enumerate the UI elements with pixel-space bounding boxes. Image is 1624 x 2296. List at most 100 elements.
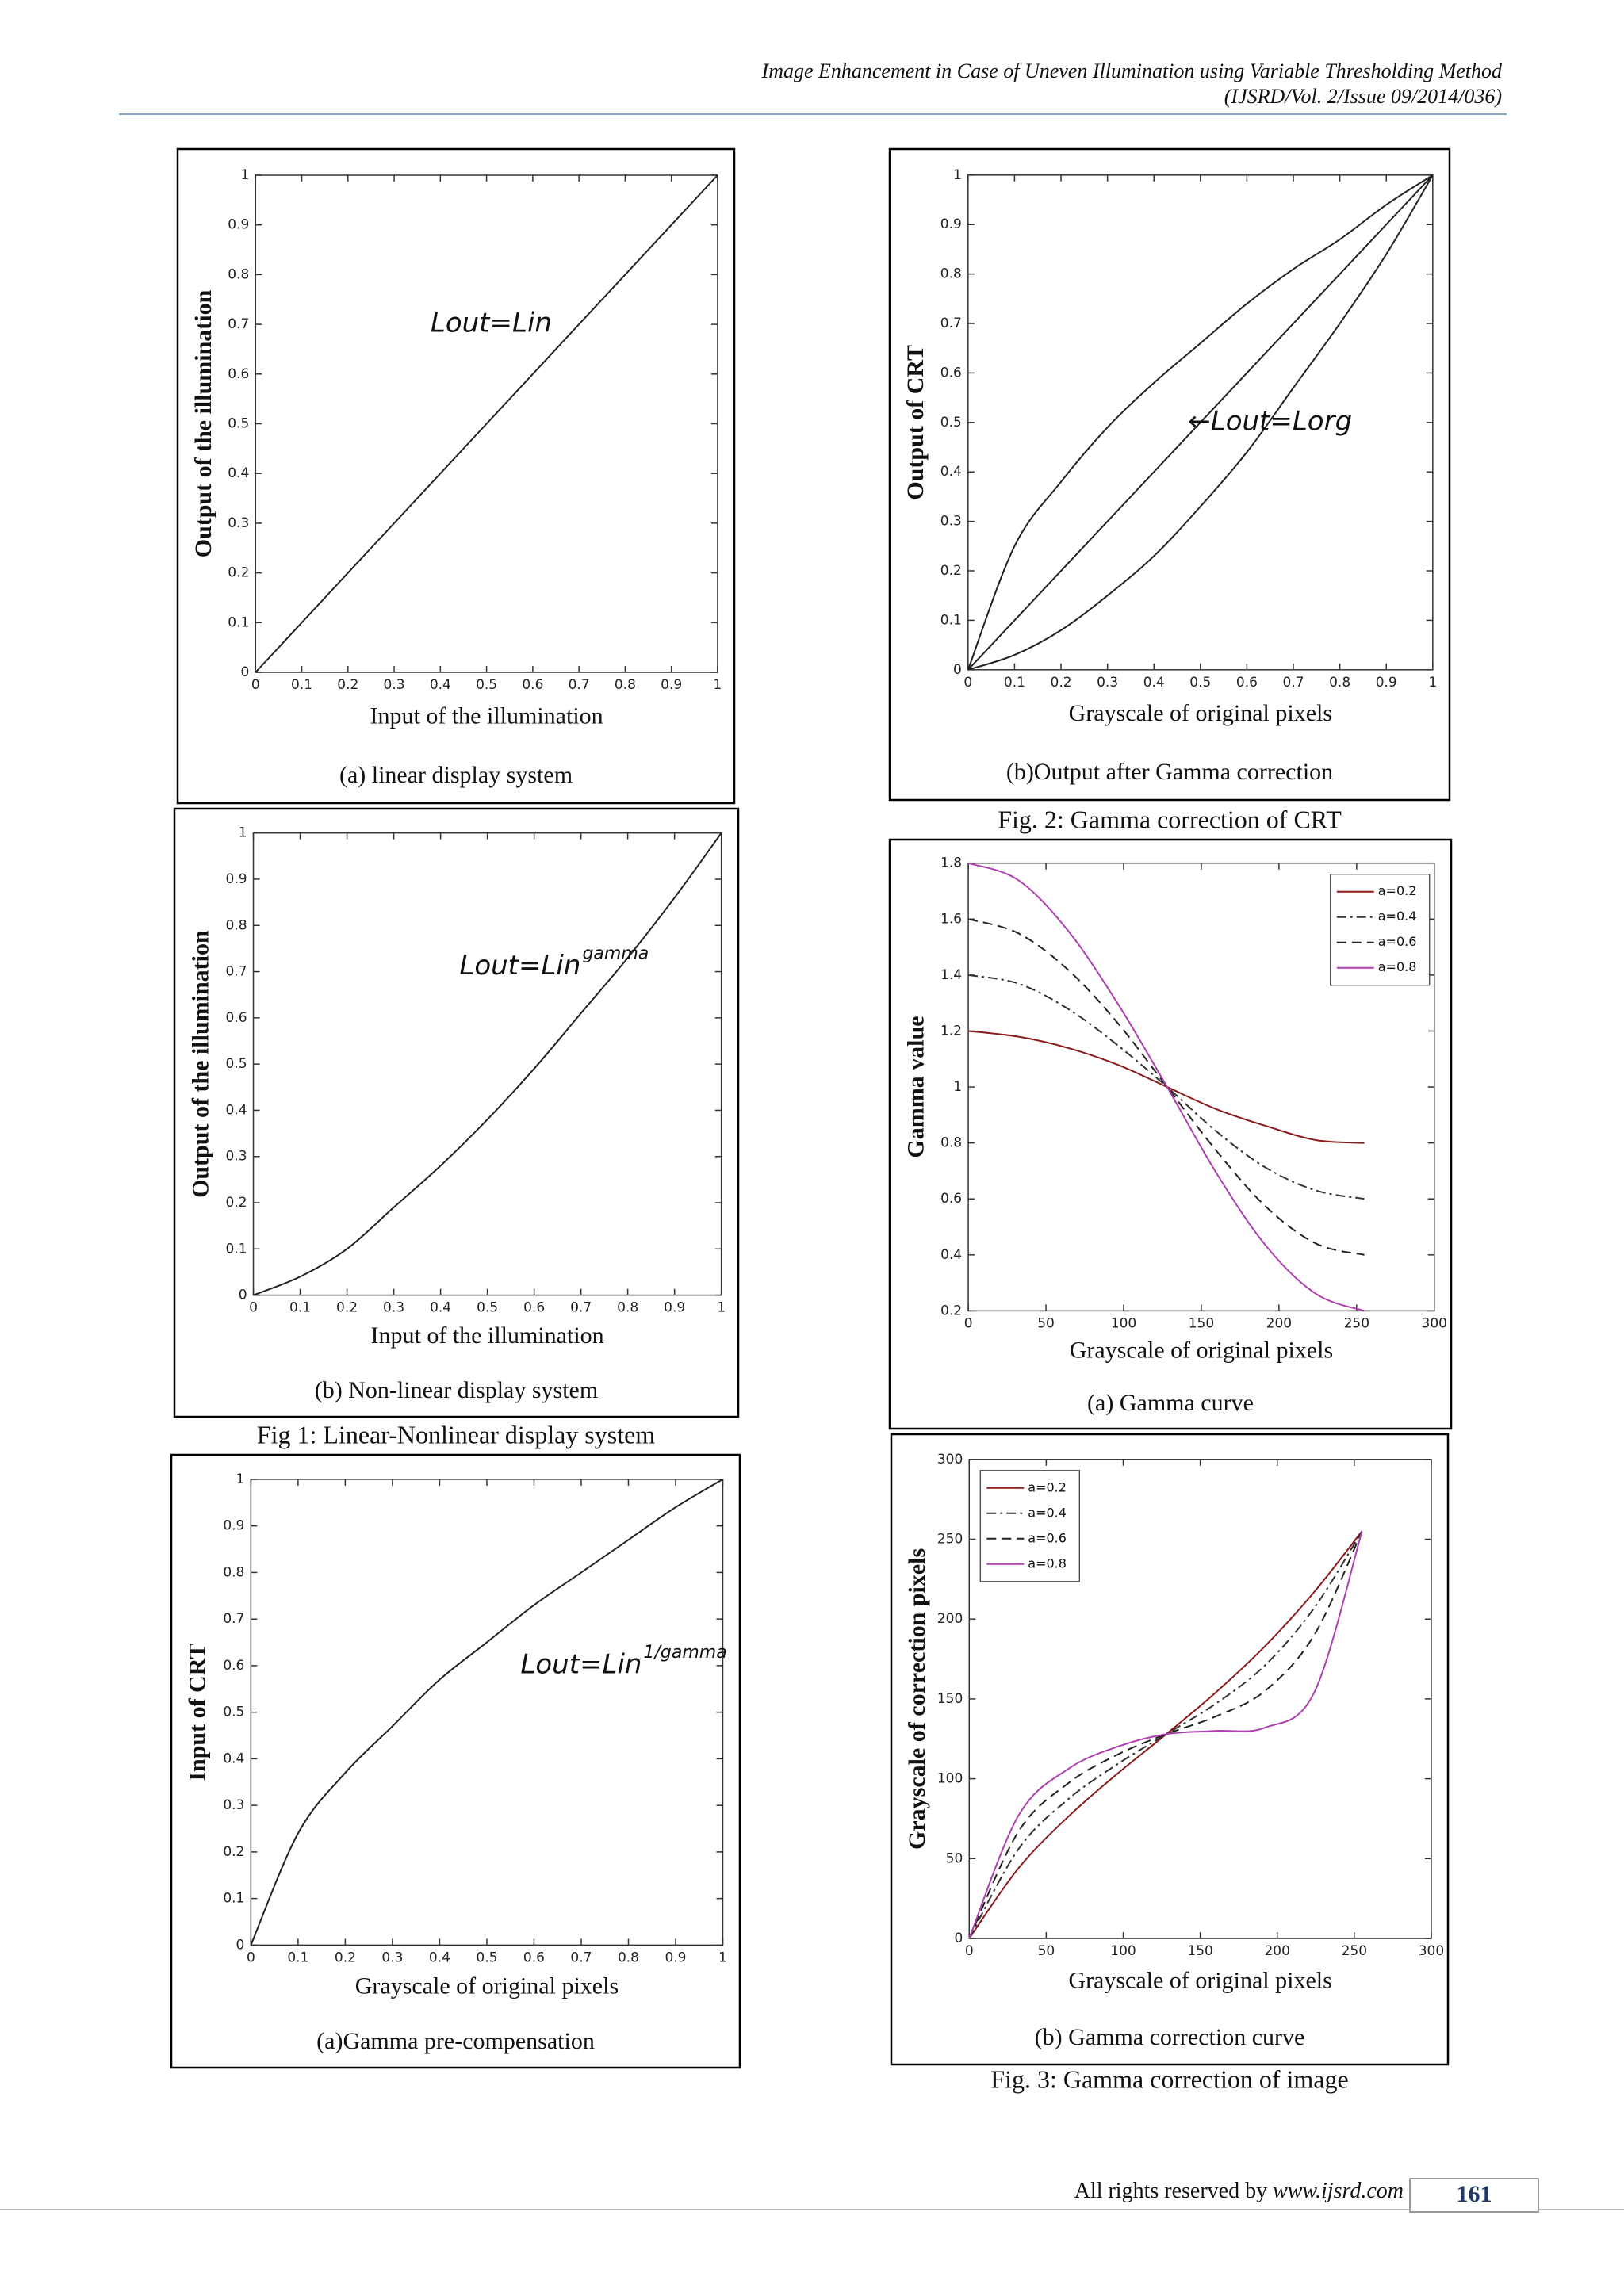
y-tick-label: 0.6 [228,366,249,382]
x-tick-label: 150 [1187,1943,1212,1959]
y-tick-label: 0 [954,1931,963,1946]
header-citation: (IJSRD/Vol. 2/Issue 09/2014/036) [1224,85,1502,108]
x-tick-label: 1 [1428,675,1437,691]
y-tick-label: 0.9 [228,217,249,233]
y-tick-label: 0.4 [228,465,249,481]
x-tick-label: 100 [1111,1315,1136,1331]
y-tick-label: 1.4 [940,967,962,983]
y-axis-label: Grayscale of correction pixels [904,1548,930,1850]
y-tick-label: 0.1 [228,614,249,630]
x-tick-label: 0.8 [1329,675,1350,691]
series-line [968,1531,1363,1939]
y-tick-label: 0.3 [228,515,249,531]
x-tick-label: 0.5 [476,677,497,693]
y-tick-label: 0.7 [223,1611,244,1627]
x-tick-label: 0.3 [383,1300,404,1316]
y-axis-label: Output of the illumination [190,289,216,557]
x-tick-label: 0.6 [523,1950,545,1965]
y-tick-label: 1 [953,167,962,183]
figure-caption: Fig. 2: Gamma correction of CRT [998,805,1342,833]
plot-area [252,832,722,1296]
panel-title: (b)Output after Gamma correction [1006,759,1333,785]
footer-text: All rights reserved by www.ijsrd.com [1074,2179,1404,2203]
y-tick-label: 1.2 [940,1023,962,1039]
annotation: Lout=Lin [431,308,552,339]
x-tick-label: 150 [1189,1315,1214,1331]
x-tick-label: 0.4 [429,1950,450,1965]
x-tick-label: 0.4 [430,677,451,693]
y-tick-label: 250 [937,1532,963,1548]
x-tick-label: 0.2 [335,1950,356,1965]
x-tick-label: 0.4 [1143,675,1165,691]
annotation-superscript: 1/gamma [643,1643,726,1663]
y-tick-label: 100 [937,1771,963,1787]
y-tick-label: 1 [236,1471,245,1487]
y-tick-label: 0.1 [225,1241,247,1257]
figure-panel: 0 0.1 0.2 0.3 0.4 0.5 0.6 0.7 0.8 0.9 1 0 0.1 0.2 0.3 0… [173,807,740,1418]
y-tick-label: 0.7 [940,316,962,331]
x-tick-label: 0.5 [477,1300,498,1316]
x-tick-label: 0.7 [569,677,590,693]
x-tick-label: 200 [1266,1315,1292,1331]
x-tick-label: 0.2 [336,1300,358,1316]
y-tick-label: 0.7 [225,964,247,980]
x-tick-label: 0.3 [381,1950,403,1965]
y-tick-label: 0.6 [225,1010,247,1026]
y-tick-label: 0.8 [225,917,247,933]
y-tick-label: 0.9 [940,216,962,232]
x-axis-label: Input of the illumination [370,703,603,729]
y-axis-label: Output of CRT [902,345,929,500]
y-tick-label: 0.2 [223,1844,244,1860]
y-tick-label: 1 [953,1079,962,1095]
x-tick-label: 0 [251,677,260,693]
series-line [968,1531,1363,1939]
x-tick-label: 0.3 [1097,675,1118,691]
series-line [967,174,1434,671]
series-line [967,174,1434,671]
annotation: Lout=Lin [459,950,580,982]
figure-panel: 0 0.1 0.2 0.3 0.4 0.5 0.6 0.7 0.8 0.9 1 0 0.1 0.2 0.3 0… [888,147,1451,802]
x-tick-label: 0.2 [337,677,358,693]
annotation: Lout=Lin [520,1648,642,1680]
panel-title: (a)Gamma pre-compensation [316,2028,595,2054]
x-tick-label: 0.3 [384,677,405,693]
y-tick-label: 50 [946,1850,963,1866]
figure-panel: 0 50 100 150 200 250 300 0 50 100 150 200 250 300 a=0.… [890,1433,1450,2066]
y-tick-label: 0.5 [223,1705,244,1720]
x-axis-label: Grayscale of original pixels [355,1973,619,1999]
y-tick-label: 0.1 [223,1891,244,1907]
footer-site: www.ijsrd.com [1273,2179,1404,2203]
x-tick-label: 0.9 [664,1300,685,1316]
x-axis-label: Grayscale of original pixels [1068,1968,1331,1994]
y-tick-label: 0 [236,1937,245,1953]
x-tick-label: 0.4 [430,1300,451,1316]
x-tick-label: 100 [1110,1943,1136,1959]
legend-label: a=0.4 [1028,1505,1067,1520]
legend-label: a=0.4 [1378,909,1417,924]
x-tick-label: 0 [247,1950,255,1965]
x-tick-label: 250 [1344,1315,1369,1331]
x-tick-label: 50 [1037,1315,1055,1331]
x-tick-label: 1 [714,677,722,693]
y-tick-label: 0.6 [223,1658,244,1674]
y-tick-label: 0 [953,662,962,678]
legend-label: a=0.2 [1028,1479,1067,1494]
panel-title: (b) Gamma correction curve [1035,2024,1305,2050]
page-number: 161 [1457,2181,1492,2207]
x-tick-label: 0.9 [1376,675,1397,691]
x-tick-label: 0.1 [289,1300,311,1316]
y-tick-label: 0 [240,664,249,680]
y-tick-label: 0.4 [940,464,962,480]
page-number-box [1409,2178,1539,2213]
y-tick-label: 0.8 [228,266,249,282]
y-tick-label: 1.8 [940,855,962,871]
x-tick-label: 250 [1342,1943,1367,1959]
x-tick-label: 300 [1419,1943,1444,1959]
x-tick-label: 0.6 [523,1300,545,1316]
x-tick-label: 0.2 [1051,675,1072,691]
figure-caption: Fig. 3: Gamma correction of image [990,2064,1348,2093]
x-tick-label: 0.9 [661,677,682,693]
series-line [253,832,722,1296]
x-tick-label: 0.1 [1004,675,1025,691]
